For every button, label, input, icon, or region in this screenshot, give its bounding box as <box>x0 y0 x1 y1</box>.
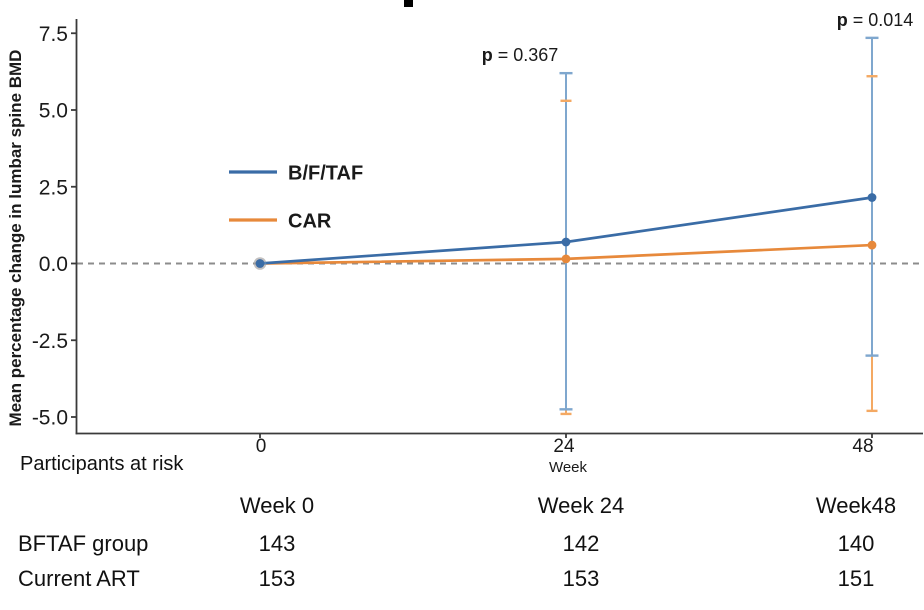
y-tick-label: -2.5 <box>32 330 68 353</box>
at-risk-col-header-week0: Week 0 <box>239 493 315 518</box>
x-tick-label: 48 <box>852 436 873 457</box>
y-tick-label: -5.0 <box>32 407 68 430</box>
data-point-car-week48 <box>867 240 877 250</box>
at-risk-value-bftaf-week48: 140 <box>837 531 875 556</box>
at-risk-value-current-art-week0: 153 <box>258 566 296 591</box>
at-risk-value-current-art-week48: 151 <box>837 566 875 591</box>
x-tick-label: 0 <box>256 436 267 457</box>
at-risk-row-label-bftaf-group: BFTAF group <box>18 531 149 556</box>
p-value-annotation-week48: p = 0.014 <box>837 10 914 30</box>
participants-at-risk-title: Participants at risk <box>20 453 184 475</box>
x-tick-label: 24 <box>553 436 575 457</box>
x-axis-title: Week <box>549 459 588 476</box>
at-risk-value-bftaf-week0: 143 <box>258 531 296 556</box>
at-risk-col-header-week48: Week48 <box>815 493 897 518</box>
at-risk-value-current-art-week24: 153 <box>562 566 600 591</box>
data-point-b-f-taf-week24 <box>561 237 571 247</box>
y-tick-label: 2.5 <box>39 176 68 199</box>
data-point-car-week24 <box>561 254 571 264</box>
y-tick-label: 5.0 <box>39 100 68 123</box>
legend-label-b-f-taf: B/F/TAF <box>288 163 363 185</box>
y-tick-label: 7.5 <box>39 23 68 46</box>
at-risk-value-bftaf-week24: 142 <box>562 531 600 556</box>
data-point-b-f-taf-week0 <box>255 259 265 268</box>
data-point-b-f-taf-week48 <box>867 193 877 202</box>
at-risk-row-label-current-art: Current ART <box>18 566 140 591</box>
legend-label-car: CAR <box>288 211 332 233</box>
at-risk-col-header-week24: Week 24 <box>537 493 625 518</box>
cropped-title-fragment <box>404 0 413 7</box>
lumbar-spine-bmd-chart: 7.5 5.0 2.5 0.0 -2.5 -5.0 0 24 48 Week Mean percen… <box>6 0 923 476</box>
y-axis-title: Mean percentage change in lumbar spine B… <box>6 50 25 427</box>
p-value-annotation-week24: p = 0.367 <box>482 45 559 65</box>
y-tick-label: 0.0 <box>39 253 68 276</box>
